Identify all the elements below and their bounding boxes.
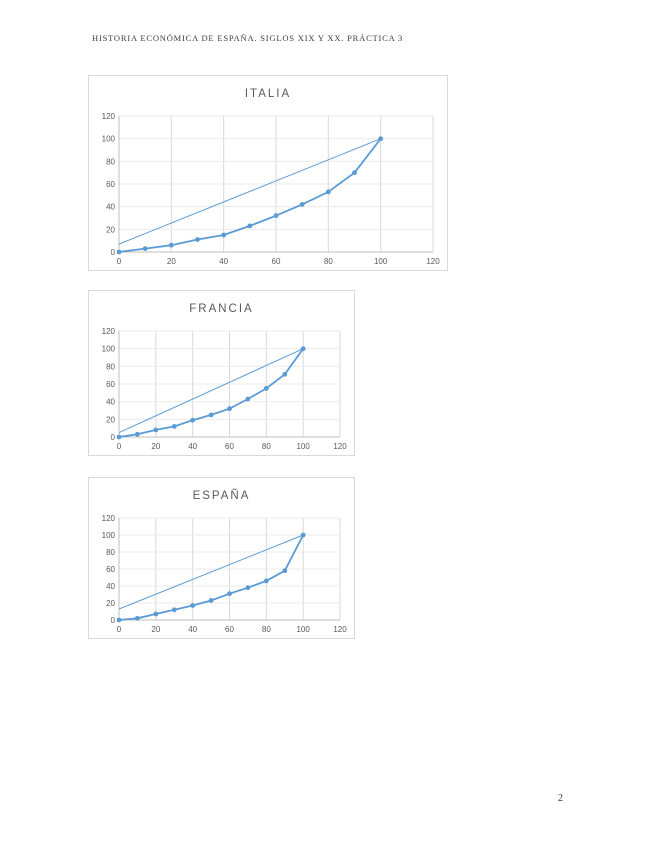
svg-text:20: 20: [151, 625, 160, 634]
svg-text:0: 0: [111, 248, 116, 257]
svg-text:120: 120: [102, 327, 116, 336]
svg-text:20: 20: [106, 225, 115, 234]
chart-francia-title: FRANCIA: [189, 303, 254, 315]
svg-text:20: 20: [151, 442, 160, 451]
svg-text:80: 80: [262, 442, 271, 451]
chart-italia: ITALIA 0 20 40 60 80 100 120 0 20 40 60 80 100 120: [88, 75, 448, 271]
svg-text:120: 120: [102, 514, 116, 523]
svg-text:120: 120: [333, 625, 347, 634]
chart-espana-title: ESPAÑA: [192, 490, 251, 502]
svg-text:40: 40: [188, 625, 197, 634]
svg-text:20: 20: [106, 599, 115, 608]
svg-text:20: 20: [167, 257, 176, 266]
svg-text:0: 0: [111, 433, 116, 442]
svg-text:80: 80: [106, 157, 115, 166]
svg-text:60: 60: [106, 565, 115, 574]
chart-francia-plot: 0 20 40 60 80 100 120 0 20 40 60 80 100 120: [102, 327, 348, 451]
svg-text:80: 80: [106, 362, 115, 371]
svg-text:120: 120: [333, 442, 347, 451]
svg-text:40: 40: [106, 203, 115, 212]
svg-text:100: 100: [102, 531, 116, 540]
svg-text:40: 40: [219, 257, 228, 266]
svg-text:60: 60: [225, 442, 234, 451]
svg-text:60: 60: [272, 257, 281, 266]
svg-text:60: 60: [106, 180, 115, 189]
svg-text:100: 100: [374, 257, 388, 266]
svg-text:80: 80: [262, 625, 271, 634]
document-header: HISTORIA ECONÓMICA DE ESPAÑA. SIGLOS XIX…: [92, 33, 404, 43]
svg-text:100: 100: [102, 135, 116, 144]
svg-text:40: 40: [188, 442, 197, 451]
chart-italia-plot: 0 20 40 60 80 100 120 0 20 40 60 80 100 120: [102, 112, 441, 266]
svg-text:120: 120: [426, 257, 440, 266]
svg-text:0: 0: [117, 442, 122, 451]
svg-text:40: 40: [106, 398, 115, 407]
svg-text:40: 40: [106, 582, 115, 591]
chart-espana-plot: 0 20 40 60 80 100 120 0 20 40 60 80 100 120: [102, 514, 348, 634]
svg-text:100: 100: [102, 345, 116, 354]
chart-italia-title: ITALIA: [244, 88, 292, 100]
svg-text:20: 20: [106, 415, 115, 424]
svg-text:100: 100: [296, 442, 310, 451]
svg-text:0: 0: [117, 625, 122, 634]
svg-text:100: 100: [296, 625, 310, 634]
svg-text:80: 80: [106, 548, 115, 557]
chart-francia: FRANCIA 0 20 40 60 80 100 120 0 20 40 60 80 100 120: [88, 290, 355, 456]
page-number: 2: [558, 793, 563, 804]
svg-text:60: 60: [106, 380, 115, 389]
svg-text:80: 80: [324, 257, 333, 266]
chart-espana: ESPAÑA 0 20 40 60 80 100 120 0 20 40 60 80 100 120: [88, 477, 355, 639]
svg-text:0: 0: [111, 616, 116, 625]
svg-text:60: 60: [225, 625, 234, 634]
svg-text:0: 0: [117, 257, 122, 266]
svg-text:120: 120: [102, 112, 116, 121]
